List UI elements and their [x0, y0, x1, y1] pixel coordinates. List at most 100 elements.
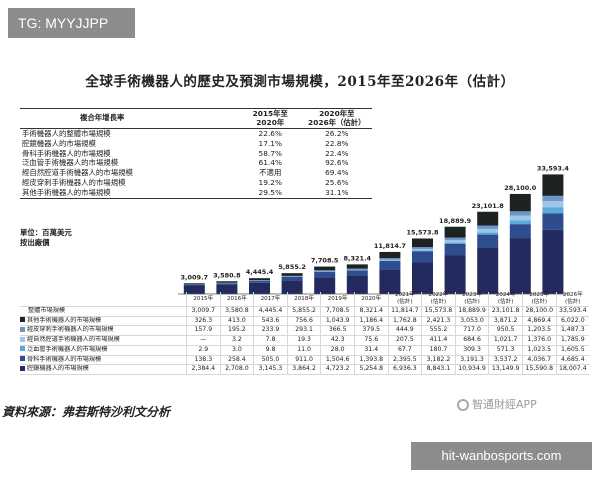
bar-segment-other	[444, 226, 466, 238]
series-value: 717.0	[454, 325, 489, 337]
legend-swatch	[20, 336, 25, 342]
bar-total-label: 3,580.8	[213, 271, 241, 279]
total-row: 整體市場規模 3,009.7 3,580.8 4,445.4 5,855.2 7,708.…	[20, 306, 590, 317]
series-value: 950.5	[488, 325, 523, 337]
legend-swatch	[20, 365, 25, 371]
series-value: 42.3	[320, 335, 355, 346]
growth-row-value: 不適用	[259, 168, 282, 178]
legend-label: 骨科手術機器人的市場規模	[27, 355, 102, 363]
x-tick-label: 2017年	[253, 292, 288, 307]
bar-segment-laparoscopic	[346, 275, 368, 294]
series-value: 3,182.2	[421, 355, 456, 366]
series-value: 195.2	[219, 325, 254, 337]
series-row-label: 腔鏡機器人的市場規模	[20, 364, 187, 375]
series-value: 9.8	[253, 345, 288, 356]
x-tick-label: 2018年	[286, 292, 321, 307]
bar-segment-orthopedic	[216, 283, 238, 285]
x-tick-label: 2016年	[219, 292, 254, 307]
series-value: 207.5	[387, 335, 422, 346]
legend-swatch	[20, 356, 25, 362]
growth-row-label: 經自然腔道手術機器人的市場規模	[22, 168, 133, 178]
bar-segment-vascular	[509, 220, 531, 225]
series-value: 138.3	[186, 355, 221, 366]
bar-segment-percutaneous	[183, 284, 205, 286]
bar-segment-laparoscopic	[379, 269, 401, 294]
bar-segment-other	[346, 264, 368, 269]
series-value: 1,186.4	[353, 316, 389, 327]
growth-table-body: 手術機器人的整體市場規模 22.6% 26.2% 腔鏡機器人的市場規模 17.1% 22.…	[20, 129, 372, 199]
series-value: 11.0	[286, 345, 321, 356]
series-value: 1,393.8	[353, 355, 389, 366]
cagr-header: 複合年增長率	[20, 107, 239, 130]
bar-segment-other	[216, 281, 238, 283]
series-value: 505.0	[253, 355, 288, 366]
series-value: 3,145.3	[253, 364, 288, 375]
x-tick-label: 2023年 (估計)	[454, 292, 489, 307]
series-value: 3.0	[219, 345, 254, 356]
series-value: 2,384.4	[186, 364, 221, 375]
series-value: 366.5	[320, 325, 355, 337]
bar-segment-orthopedic	[346, 270, 368, 276]
series-value: 8,843.1	[421, 364, 456, 375]
series-value: 326.3	[186, 316, 221, 327]
bar-segment-other	[379, 251, 401, 259]
series-value: 1,487.3	[555, 325, 590, 337]
bar-segment-orthopedic	[477, 234, 499, 248]
bar-total-label: 33,593.4	[537, 164, 570, 172]
growth-row-label: 骨科手術機器人的市場規模	[22, 148, 111, 158]
bar-segment-laparoscopic	[542, 229, 564, 294]
series-value: 3,053.0	[454, 316, 489, 327]
bar-segment-orthopedic	[542, 213, 564, 230]
growth-row-value: 69.4%	[325, 168, 349, 178]
series-value: 4,723.2	[320, 364, 355, 375]
legend-label: 其他手術機器人的市場規模	[27, 316, 102, 324]
bar-segment-vascular	[412, 250, 433, 252]
x-tick-label: 2025年 (估計)	[521, 292, 557, 307]
bar-segment-percutaneous	[542, 195, 564, 202]
series-value: 258.4	[219, 355, 254, 366]
bar-segment-natural_orifice	[444, 240, 466, 243]
total-value: 11,814.7	[387, 306, 422, 317]
total-value: 3,580.8	[219, 306, 254, 317]
series-value: —	[186, 335, 221, 346]
series-value: 3,864.2	[286, 364, 321, 375]
series-value: 756.6	[286, 316, 321, 327]
growth-row-value: 31.1%	[301, 187, 372, 199]
bar-segment-percutaneous	[346, 268, 368, 270]
series-row: 泛血管手術機器人的市場規模 2.9 3.0 9.8 11.0 28.0 31.4 67.7 18…	[20, 345, 590, 356]
series-value: 293.1	[286, 325, 321, 337]
x-tick-label: 2026年 (估計)	[555, 292, 590, 307]
series-value: 555.2	[421, 325, 456, 337]
bar-total-label: 28,100.0	[504, 184, 537, 192]
series-value: 3,871.2	[488, 316, 523, 327]
series-value: 2,421.3	[421, 316, 456, 327]
bar-segment-orthopedic	[509, 224, 531, 239]
bar-segment-orthopedic	[412, 251, 433, 263]
total-value: 8,321.4	[353, 306, 389, 317]
series-value: 6,936.3	[387, 364, 422, 375]
chart-title: 全球手術機器人的歷史及預測市場規模，2015年至2026年（估計）	[85, 74, 515, 90]
bar-total-label: 15,573.8	[406, 229, 439, 237]
bar-segment-percutaneous	[509, 211, 531, 216]
bar-total-label: 5,855.2	[278, 263, 306, 271]
bar-total-label: 8,321.4	[344, 254, 372, 262]
series-value: 31.4	[353, 345, 389, 356]
x-tick-label: 2022年 (估計)	[421, 292, 456, 307]
bar-total-label: 18,889.9	[439, 217, 472, 225]
series-value: 413.0	[219, 316, 254, 327]
bar-segment-other	[412, 238, 433, 248]
x-tick-label: 2015年	[186, 292, 221, 307]
legend-swatch	[20, 326, 25, 332]
series-value: 911.0	[286, 355, 321, 366]
series-value: 180.7	[421, 345, 456, 356]
unit-basis: 按出廠價	[20, 238, 50, 247]
bar-segment-other	[509, 193, 531, 212]
bar-segment-natural_orifice	[509, 215, 531, 221]
series-value: 4,036.7	[521, 355, 557, 366]
bar-segment-other	[542, 174, 564, 196]
growth-row: 泛血管手術機器人的市場規模 61.4% 92.6%	[20, 158, 372, 168]
series-value: 2,708.0	[219, 364, 254, 375]
unit-text: 單位：百萬美元	[20, 228, 72, 237]
bar-segment-natural_orifice	[477, 228, 499, 233]
legend-swatch	[20, 346, 25, 352]
